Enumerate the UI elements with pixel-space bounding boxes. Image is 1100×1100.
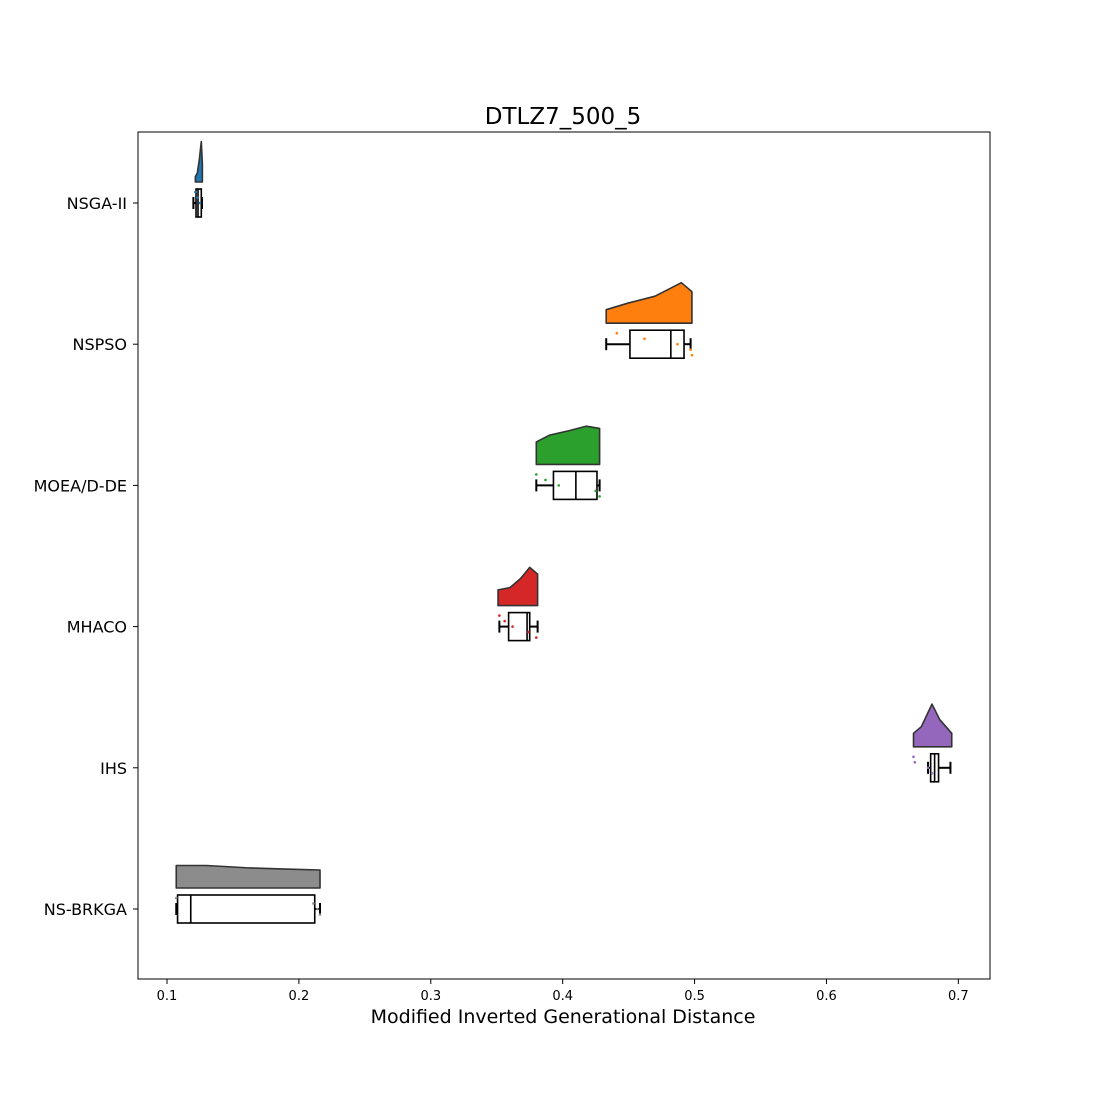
box	[176, 894, 316, 924]
chart-title: DTLZ7_500_5	[485, 104, 642, 130]
data-point	[643, 337, 646, 341]
data-point	[676, 342, 679, 346]
box	[507, 611, 531, 642]
plot-area	[137, 131, 991, 980]
x-tick-label: 0.1	[157, 989, 178, 1004]
data-point	[689, 348, 692, 352]
series-group	[912, 703, 953, 783]
data-point	[913, 761, 917, 764]
data-point	[930, 772, 934, 775]
data-point	[196, 196, 199, 199]
density-cloud	[194, 140, 204, 183]
data-point	[174, 896, 178, 900]
x-tick-label: 0.7	[948, 989, 969, 1004]
series-group	[192, 140, 204, 218]
data-point	[198, 201, 202, 205]
x-tick-label: 0.6	[816, 989, 837, 1004]
x-tick-label: 0.4	[552, 989, 573, 1004]
data-point	[544, 478, 547, 482]
y-tick-label: NS-BRKGA	[44, 900, 127, 919]
x-tick-label: 0.5	[684, 989, 705, 1004]
data-point	[615, 331, 619, 335]
x-axis-label: Modified Inverted Generational Distance	[371, 1006, 756, 1028]
density-cloud	[605, 281, 693, 324]
data-point	[598, 495, 601, 498]
data-point	[498, 614, 501, 617]
y-tick-label: IHS	[100, 759, 127, 778]
data-point	[690, 353, 694, 357]
data-point	[594, 489, 597, 493]
data-point	[511, 625, 514, 628]
x-tick-label: 0.2	[289, 989, 310, 1004]
data-point	[912, 755, 915, 759]
data-point	[503, 619, 506, 623]
data-point	[318, 913, 322, 916]
data-point	[194, 190, 197, 194]
data-point	[316, 907, 319, 911]
series-group	[535, 425, 601, 501]
box	[629, 329, 685, 360]
y-tick-label: MHACO	[67, 618, 127, 637]
data-point	[535, 636, 538, 639]
series-group	[497, 566, 539, 642]
density-cloud	[912, 703, 953, 748]
data-point	[535, 473, 538, 476]
series-group	[174, 864, 322, 924]
data-point	[557, 484, 561, 487]
density-cloud	[497, 566, 539, 607]
density-cloud	[175, 864, 321, 889]
y-tick-label: MOEA/D-DE	[34, 476, 127, 495]
density-cloud	[535, 425, 601, 466]
y-tick-label: NSPSO	[72, 335, 127, 354]
data-point	[926, 766, 930, 770]
x-tick-label: 0.3	[420, 989, 441, 1004]
series-group	[605, 281, 694, 360]
y-tick-label: NSGA-II	[67, 194, 127, 213]
data-point	[312, 902, 315, 905]
data-point	[527, 630, 530, 634]
